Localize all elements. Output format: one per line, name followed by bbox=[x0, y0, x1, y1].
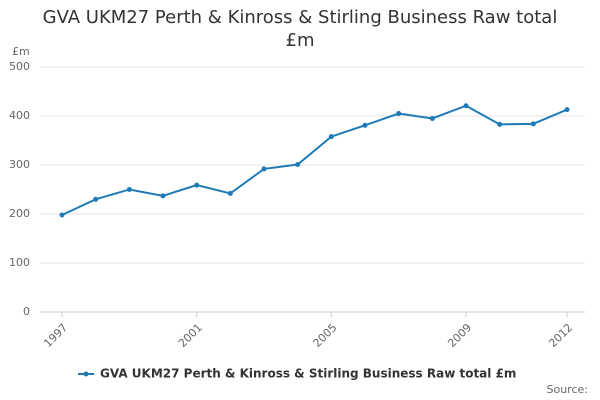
data-point bbox=[396, 111, 402, 117]
data-point bbox=[564, 107, 570, 113]
data-point bbox=[429, 115, 435, 121]
y-tick-label: 500 bbox=[9, 60, 30, 73]
x-tick-label: 1997 bbox=[41, 321, 70, 350]
data-point bbox=[194, 182, 200, 188]
data-point bbox=[126, 187, 132, 192]
data-point bbox=[59, 212, 65, 218]
y-tick-label: 0 bbox=[23, 305, 30, 318]
y-tick-label: 300 bbox=[9, 158, 30, 171]
source: Source: bbox=[547, 383, 589, 396]
data-point bbox=[295, 162, 301, 168]
data-point bbox=[261, 166, 267, 172]
y-axis-label: £m bbox=[12, 45, 30, 58]
x-tick-label: 2005 bbox=[311, 321, 340, 350]
y-tick-label: 400 bbox=[9, 109, 30, 122]
x-tick-label: 2001 bbox=[176, 321, 205, 350]
data-point bbox=[160, 193, 166, 199]
data-point bbox=[530, 121, 536, 127]
data-point bbox=[93, 196, 99, 202]
legend-marker bbox=[83, 371, 89, 377]
x-tick-label: 2012 bbox=[546, 321, 575, 350]
legend-label: GVA UKM27 Perth & Kinross & Stirling Bus… bbox=[100, 367, 516, 381]
x-tick-label: 2009 bbox=[445, 321, 474, 350]
y-tick-label: 200 bbox=[9, 207, 30, 220]
data-point bbox=[328, 134, 334, 140]
data-point bbox=[227, 190, 233, 196]
y-tick-label: 100 bbox=[9, 256, 30, 269]
series-line bbox=[61, 104, 568, 216]
data-point bbox=[497, 121, 503, 127]
data-point bbox=[362, 122, 368, 128]
data-point bbox=[463, 103, 469, 109]
chart-title: GVA UKM27 Perth & Kinross & Stirling Bus… bbox=[42, 7, 558, 51]
